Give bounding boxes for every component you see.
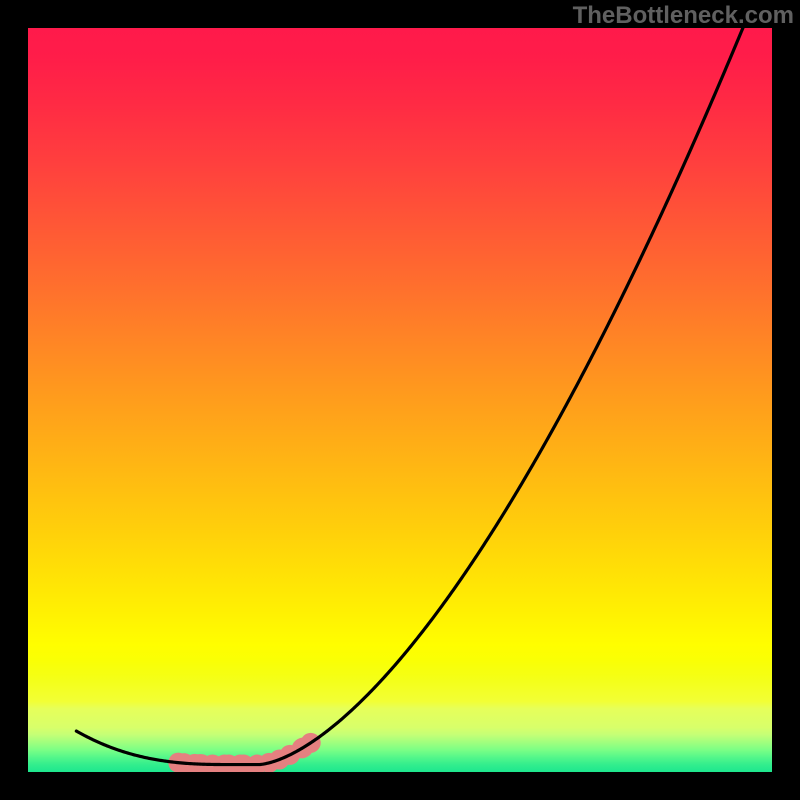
chart-root: { "meta": { "watermark_text": "TheBottle…	[0, 0, 800, 800]
watermark: TheBottleneck.com	[573, 2, 794, 30]
chart-svg	[0, 0, 800, 800]
